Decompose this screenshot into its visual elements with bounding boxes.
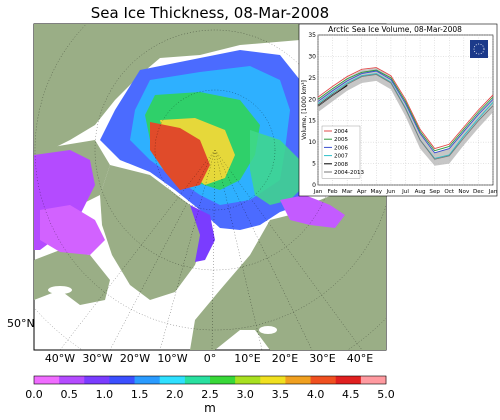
colorbar-tick-label: 2.5 <box>201 388 219 401</box>
legend-label: 2004 <box>334 129 348 135</box>
ice-green-rim-east <box>250 130 305 205</box>
lon-label: 20°E <box>272 352 298 365</box>
longitude-labels: 40°W 30°W 20°W 10°W 0° 10°E 20°E 30°E 40°E <box>45 352 373 365</box>
land-greenland <box>100 165 205 300</box>
colorbar-unit: m <box>204 401 216 415</box>
colorbar: 0.0 0.5 1.0 1.5 2.0 2.5 3.0 3.5 4.0 4.5 5.0 m <box>25 375 395 415</box>
colorbar-swatch <box>184 376 211 384</box>
x-tick-label: Oct <box>444 189 454 195</box>
x-tick-label: Jan <box>488 189 498 195</box>
colorbar-swatch <box>210 376 236 384</box>
lon-label: 30°E <box>309 352 335 365</box>
colorbar-tick-label: 5.0 <box>377 388 395 401</box>
legend-label: 2008 <box>334 162 348 168</box>
legend-label: 2004-2013 <box>334 170 364 176</box>
lon-label: 40°W <box>45 352 75 365</box>
latitude-label: 50°N <box>7 317 35 330</box>
land-greenland-canada <box>34 24 300 150</box>
lon-label: 20°W <box>120 352 150 365</box>
lon-label: 10°W <box>157 352 187 365</box>
colorbar-frame <box>33 375 387 385</box>
series-line-2004 <box>317 67 494 150</box>
y-tick-label: 20 <box>308 96 316 103</box>
ice-magenta-barents <box>280 195 345 228</box>
legend-label: 2005 <box>334 137 348 143</box>
legend-box <box>321 125 361 179</box>
colorbar-tick-label: 0.0 <box>25 388 43 401</box>
lon-label: 30°W <box>82 352 112 365</box>
colorbar-swatches <box>34 376 387 384</box>
y-tick-label: 35 <box>308 32 316 39</box>
x-tick-label: Feb <box>328 189 338 195</box>
ice-red-field <box>150 122 210 190</box>
lon-label: 0° <box>204 352 217 365</box>
series-line-2005 <box>317 69 494 152</box>
lon-label: 10°E <box>234 352 260 365</box>
chart-title: Arctic Sea Ice Volume, 08-Mar-2008 <box>328 25 462 34</box>
y-tick-label: 10 <box>308 139 316 146</box>
x-tick-label: Jul <box>401 189 409 195</box>
x-tick-labels: Jan Feb Mar Apr May Jun Jul Aug Sep Oct Nov Dec Jan <box>313 189 498 195</box>
ice-purple-greenland-east <box>190 205 215 262</box>
colorbar-swatch <box>134 376 161 384</box>
y-tick-label: 5 <box>312 161 316 168</box>
land-siberia-europe <box>190 24 386 350</box>
colorbar-swatch <box>360 376 387 384</box>
y-tick-labels: 0 5 10 15 20 25 30 35 <box>308 32 316 189</box>
y-axis-label: Volume, [1000 km³] <box>301 80 308 140</box>
colorbar-tick-label: 0.5 <box>60 388 78 401</box>
chart-legend: 2004 2005 2006 2007 2008 2004-2013 <box>321 125 364 179</box>
y-tick-label: 0 <box>312 182 316 189</box>
x-tick-label: Apr <box>357 189 367 195</box>
lon-label: 40°E <box>347 352 373 365</box>
colorbar-swatch <box>159 376 186 384</box>
colorbar-swatch <box>310 376 337 384</box>
colorbar-swatch <box>59 376 85 384</box>
ice-magenta-hudson <box>40 205 105 255</box>
colorbar-tick-label: 4.0 <box>307 388 325 401</box>
x-tick-label: Aug <box>415 189 426 195</box>
colorbar-tick-label: 1.0 <box>96 388 114 401</box>
lake-ladoga <box>259 326 277 334</box>
colorbar-tick-label: 2.0 <box>166 388 184 401</box>
colorbar-swatch <box>34 376 60 384</box>
x-tick-label: May <box>371 189 383 195</box>
colorbar-swatch <box>285 376 312 384</box>
logo-badge <box>470 40 488 58</box>
colorbar-swatch <box>109 376 136 384</box>
colorbar-ticks: 0.0 0.5 1.0 1.5 2.0 2.5 3.0 3.5 4.0 4.5 5.0 <box>25 388 395 401</box>
chart-series <box>317 67 494 160</box>
series-line-2006 <box>317 70 494 154</box>
colorbar-swatch <box>84 376 110 384</box>
x-tick-label: Dec <box>473 189 484 195</box>
colorbar-tick-label: 3.0 <box>236 388 254 401</box>
colorbar-swatch <box>335 376 362 384</box>
colorbar-swatch <box>260 376 286 384</box>
colorbar-tick-label: 1.5 <box>131 388 149 401</box>
legend-label: 2006 <box>334 145 348 151</box>
colorbar-tick-label: 3.5 <box>272 388 290 401</box>
x-tick-label: Jun <box>386 189 396 195</box>
x-tick-label: Jan <box>313 189 323 195</box>
x-tick-label: Mar <box>342 189 353 195</box>
y-tick-label: 25 <box>308 75 316 82</box>
series-line-2004-2013 <box>317 73 494 160</box>
legend-label: 2007 <box>334 154 348 160</box>
lake-great <box>48 286 72 294</box>
colorbar-tick-label: 4.5 <box>342 388 360 401</box>
volume-chart: Arctic Sea Ice Volume, 08-Mar-2008 0 5 10 1… <box>298 23 498 197</box>
x-tick-label: Sep <box>429 189 440 195</box>
y-tick-label: 30 <box>308 53 316 60</box>
colorbar-swatch <box>235 376 261 384</box>
x-tick-label: Nov <box>458 189 470 195</box>
y-tick-label: 15 <box>308 118 316 125</box>
figure-title: Sea Ice Thickness, 08-Mar-2008 <box>91 4 329 22</box>
